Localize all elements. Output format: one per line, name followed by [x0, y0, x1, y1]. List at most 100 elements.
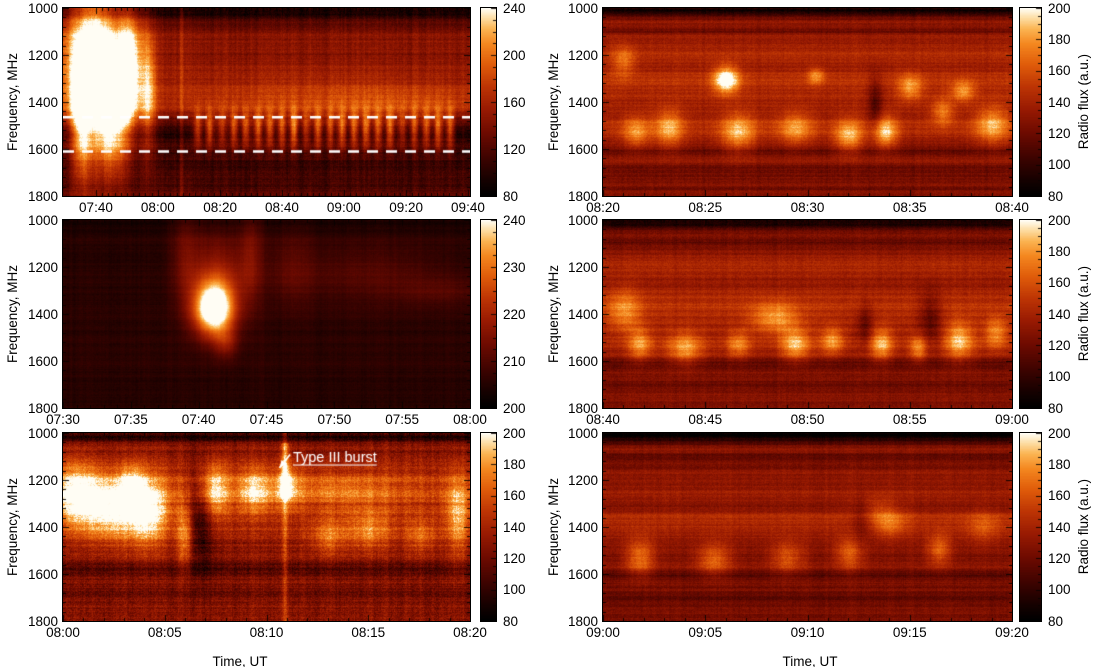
y-tick-label: 1600 [27, 566, 58, 582]
y-tick-label: 1400 [567, 94, 598, 110]
x-tick-label: 08:10 [249, 625, 284, 640]
colorbar-tick-label: 200 [1048, 0, 1071, 16]
colorbar-tick-label: 220 [503, 306, 526, 322]
x-tick-label: 08:35 [892, 200, 927, 215]
x-tick-label: 08:00 [46, 625, 80, 640]
colorbar-tick-label: 200 [503, 47, 526, 63]
y-axis-label: Frequency, MHz [545, 477, 561, 577]
y-tick-label: 1600 [567, 566, 598, 582]
y-tick-label: 1400 [567, 306, 598, 322]
colorbar-label: Radio flux (a.u.) [1075, 266, 1091, 362]
colorbar-tick-label: 120 [503, 550, 526, 566]
colorbar-tick-label: 210 [503, 353, 526, 369]
y-tick-label: 1200 [567, 259, 598, 275]
colorbar-tick-label: 160 [1048, 275, 1071, 291]
y-axis-label: Frequency, MHz [4, 477, 20, 577]
y-tick-label: 1000 [567, 212, 598, 228]
x-tick-label: 08:20 [203, 200, 237, 215]
y-tick-label: 1800 [567, 400, 598, 416]
y-tick-label: 1600 [567, 141, 598, 157]
colorbar-tick-label: 180 [1048, 31, 1071, 47]
spectrogram-heatmap [62, 432, 471, 622]
colorbar-tick-label: 180 [1048, 456, 1071, 472]
colorbar [1019, 432, 1042, 622]
x-tick-label: 07:40 [79, 200, 113, 215]
colorbar-tick-label: 80 [1048, 188, 1064, 204]
colorbar-tick-label: 160 [503, 488, 526, 504]
y-tick-label: 1200 [27, 472, 58, 488]
x-tick-label: 08:40 [995, 200, 1029, 215]
y-tick-label: 1800 [567, 613, 598, 629]
y-tick-label: 1000 [567, 0, 598, 16]
colorbar-tick-label: 120 [503, 141, 526, 157]
x-tick-label: 08:50 [790, 412, 825, 427]
x-tick-label: 09:05 [688, 625, 723, 640]
colorbar-tick-label: 240 [503, 0, 526, 16]
x-tick-label: 08:00 [140, 200, 175, 215]
x-axis-label: Time, UT [212, 654, 268, 667]
x-tick-label: 07:35 [113, 412, 148, 427]
colorbar-tick-label: 100 [1048, 157, 1071, 173]
y-tick-label: 1800 [27, 613, 58, 629]
y-tick-label: 1200 [567, 47, 598, 63]
y-axis-label: Frequency, MHz [4, 52, 20, 152]
y-tick-label: 1800 [27, 188, 58, 204]
colorbar-tick-label: 180 [1048, 243, 1071, 259]
colorbar-tick-label: 140 [1048, 306, 1071, 322]
colorbar-tick-label: 140 [1048, 519, 1071, 535]
x-tick-label: 07:55 [385, 412, 420, 427]
y-tick-label: 1600 [27, 141, 58, 157]
y-tick-label: 1000 [27, 0, 58, 16]
y-tick-label: 1800 [567, 188, 598, 204]
spectrogram-heatmap [602, 7, 1013, 197]
x-tick-label: 07:50 [317, 412, 352, 427]
y-tick-label: 1000 [27, 212, 58, 228]
x-tick-label: 09:15 [892, 625, 927, 640]
x-tick-label: 08:25 [688, 200, 723, 215]
y-tick-label: 1200 [27, 47, 58, 63]
colorbar-tick-label: 80 [1048, 400, 1064, 416]
colorbar-tick-label: 230 [503, 259, 526, 275]
colorbar-tick-label: 80 [503, 613, 519, 629]
x-tick-label: 08:20 [586, 200, 620, 215]
x-tick-label: 08:00 [453, 412, 487, 427]
y-tick-label: 1800 [27, 400, 58, 416]
colorbar [480, 7, 497, 197]
x-tick-label: 09:10 [790, 625, 825, 640]
x-tick-label: 08:40 [265, 200, 299, 215]
y-tick-label: 1000 [567, 425, 598, 441]
colorbar-tick-label: 120 [1048, 125, 1071, 141]
x-tick-label: 08:30 [790, 200, 825, 215]
colorbar-tick-label: 120 [1048, 337, 1071, 353]
colorbar-tick-label: 120 [1048, 550, 1071, 566]
y-tick-label: 1200 [27, 259, 58, 275]
spectrogram-heatmap [602, 432, 1013, 622]
x-tick-label: 08:40 [586, 412, 620, 427]
colorbar [480, 432, 497, 622]
colorbar-tick-label: 240 [503, 212, 526, 228]
x-tick-label: 09:40 [451, 200, 485, 215]
colorbar [480, 219, 497, 409]
x-tick-label: 07:45 [249, 412, 284, 427]
colorbar-tick-label: 160 [1048, 488, 1071, 504]
colorbar-tick-label: 200 [1048, 425, 1071, 441]
colorbar-tick-label: 100 [503, 582, 526, 598]
y-axis-label: Frequency, MHz [545, 52, 561, 152]
x-axis-label: Time, UT [782, 654, 838, 667]
colorbar-label: Radio flux (a.u.) [1075, 54, 1091, 150]
y-tick-label: 1400 [27, 519, 58, 535]
y-tick-label: 1400 [27, 94, 58, 110]
x-tick-label: 09:00 [995, 412, 1029, 427]
colorbar-tick-label: 180 [503, 456, 526, 472]
colorbar-tick-label: 100 [1048, 582, 1071, 598]
x-tick-label: 07:30 [46, 412, 80, 427]
y-tick-label: 1200 [567, 472, 598, 488]
colorbar-tick-label: 140 [503, 519, 526, 535]
y-tick-label: 1600 [567, 353, 598, 369]
colorbar-tick-label: 80 [1048, 613, 1064, 629]
